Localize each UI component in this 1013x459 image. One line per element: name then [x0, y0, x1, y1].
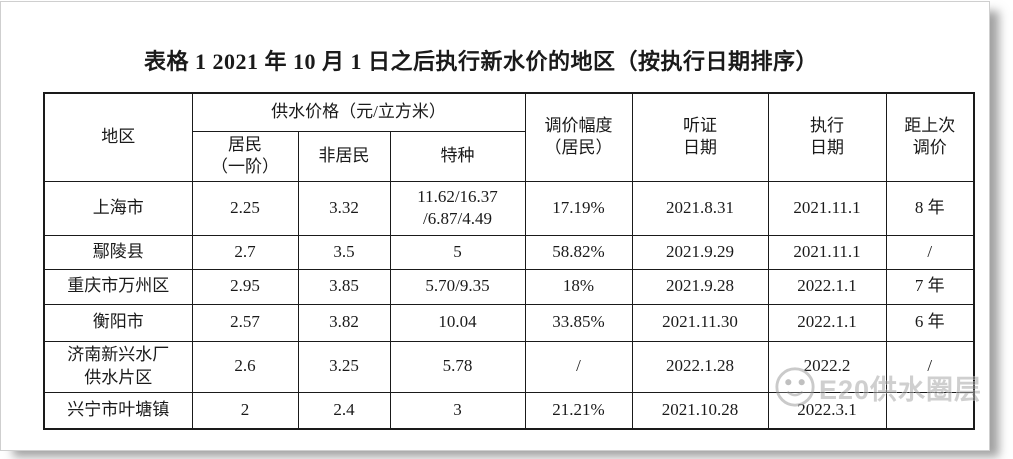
cell-resident-price: 2.95: [191, 268, 299, 305]
cell-effective-date: 2022.1.1: [767, 268, 887, 305]
cell-region: 衡阳市: [43, 303, 193, 342]
cell-effective-date: 2022.2: [767, 340, 887, 393]
cell-resident-price: 2.25: [191, 180, 299, 236]
cell-since-last: 8 年: [885, 180, 975, 236]
header-region: 地区: [43, 92, 193, 182]
cell-non-resident-price: 3.25: [297, 340, 391, 393]
water-price-table: 地区 供水价格（元/立方米） 调价幅度 （居民） 听证 日期 执行 日期 距上次…: [43, 92, 975, 430]
header-non-resident: 非居民: [297, 130, 391, 182]
cell-adjustment: 21.21%: [524, 391, 633, 430]
cell-region: 鄢陵县: [43, 234, 193, 270]
table-title: 表格 1 2021 年 10 月 1 日之后执行新水价的地区（按执行日期排序）: [143, 49, 818, 74]
cell-since-last: /: [885, 340, 975, 393]
cell-since-last: [885, 391, 975, 430]
cell-special-price: 3: [389, 391, 526, 430]
cell-non-resident-price: 3.5: [297, 234, 391, 270]
cell-adjustment: 17.19%: [524, 180, 633, 236]
table-row: 济南新兴水厂 供水片区 2.6 3.25 5.78 / 2022.1.28 20…: [43, 340, 975, 393]
cell-region: 上海市: [43, 180, 193, 236]
cell-resident-price: 2.6: [191, 340, 299, 393]
cell-special-price: 5: [389, 234, 526, 270]
cell-hearing-date: 2021.8.31: [631, 180, 769, 236]
cell-since-last: 7 年: [885, 268, 975, 305]
cell-region: 济南新兴水厂 供水片区: [43, 340, 193, 393]
cell-adjustment: 33.85%: [524, 303, 633, 342]
header-special: 特种: [389, 130, 526, 182]
cell-hearing-date: 2021.11.30: [631, 303, 769, 342]
cell-region: 兴宁市叶塘镇: [43, 391, 193, 430]
cell-adjustment: 58.82%: [524, 234, 633, 270]
cell-since-last: 6 年: [885, 303, 975, 342]
header-row-1: 地区 供水价格（元/立方米） 调价幅度 （居民） 听证 日期 执行 日期 距上次…: [43, 92, 975, 182]
cell-adjustment: 18%: [524, 268, 633, 305]
cell-hearing-date: 2021.10.28: [631, 391, 769, 430]
cell-hearing-date: 2021.9.28: [631, 268, 769, 305]
cell-resident-price: 2.7: [191, 234, 299, 270]
cell-effective-date: 2021.11.1: [767, 234, 887, 270]
header-hearing-date: 听证 日期: [631, 92, 769, 182]
cell-non-resident-price: 3.82: [297, 303, 391, 342]
cell-effective-date: 2021.11.1: [767, 180, 887, 236]
cell-resident-price: 2: [191, 391, 299, 430]
header-since-last-adjustment: 距上次 调价: [885, 92, 975, 182]
table-row: 衡阳市 2.57 3.82 10.04 33.85% 2021.11.30 20…: [43, 303, 975, 342]
cell-resident-price: 2.57: [191, 303, 299, 342]
cell-effective-date: 2022.3.1: [767, 391, 887, 430]
cell-special-price: 5.70/9.35: [389, 268, 526, 305]
cell-special-price: 11.62/16.37 /6.87/4.49: [389, 180, 526, 236]
header-resident-tier1: 居民 （一阶）: [191, 130, 299, 182]
cell-non-resident-price: 3.85: [297, 268, 391, 305]
cell-since-last: /: [885, 234, 975, 270]
header-price-group: 供水价格（元/立方米）: [191, 92, 526, 132]
cell-effective-date: 2022.1.1: [767, 303, 887, 342]
cell-special-price: 10.04: [389, 303, 526, 342]
cell-hearing-date: 2021.9.29: [631, 234, 769, 270]
header-adjustment-range: 调价幅度 （居民）: [524, 92, 633, 182]
header-effective-date: 执行 日期: [767, 92, 887, 182]
cell-special-price: 5.78: [389, 340, 526, 393]
cell-non-resident-price: 3.32: [297, 180, 391, 236]
cell-hearing-date: 2022.1.28: [631, 340, 769, 393]
cell-adjustment: /: [524, 340, 633, 393]
header-row-2: 居民 （一阶） 非居民 特种: [44, 130, 974, 182]
table-row: 上海市 2.25 3.32 11.62/16.37 /6.87/4.49 17.…: [43, 180, 975, 236]
page-card: 表格 1 2021 年 10 月 1 日之后执行新水价的地区（按执行日期排序） …: [0, 1, 990, 451]
cell-non-resident-price: 2.4: [297, 391, 391, 430]
table-row: 鄢陵县 2.7 3.5 5 58.82% 2021.9.29 2021.11.1…: [43, 234, 975, 270]
cell-region: 重庆市万州区: [43, 268, 193, 305]
table-row: 重庆市万州区 2.95 3.85 5.70/9.35 18% 2021.9.28…: [43, 268, 975, 305]
table-row: 兴宁市叶塘镇 2 2.4 3 21.21% 2021.10.28 2022.3.…: [43, 391, 975, 430]
